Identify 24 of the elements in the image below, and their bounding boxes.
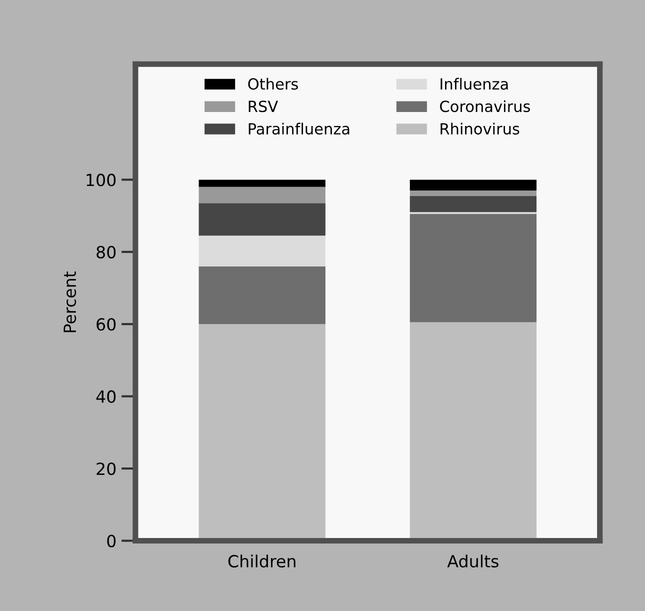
bar: [198, 180, 326, 187]
y-tick-label: 60: [96, 318, 116, 331]
legend-label: Rhinovirus: [440, 122, 520, 135]
y-tick-label: 80: [96, 246, 116, 258]
bar: [410, 196, 537, 212]
y-tick-label: 100: [86, 174, 116, 186]
bar: [198, 186, 326, 204]
legend-label: Parainfluenza: [248, 122, 350, 135]
legend-label: RSV: [248, 100, 278, 112]
legend-label: Coronavirus: [440, 100, 530, 112]
x-tick-label: Children: [228, 554, 296, 568]
legend-label: Others: [248, 78, 298, 90]
y-tick-label: 40: [96, 390, 116, 403]
y-axis-title: Percent: [64, 272, 76, 332]
bar: [198, 236, 326, 266]
bar: [410, 214, 537, 322]
bar: [410, 180, 537, 191]
y-tick-label: 0: [107, 534, 116, 548]
bar: [198, 266, 326, 324]
x-tick-label: Adults: [447, 554, 498, 568]
bar: [410, 190, 537, 196]
bar: [198, 203, 326, 236]
y-tick-label: 20: [96, 462, 116, 476]
legend-label: Influenza: [440, 78, 508, 90]
